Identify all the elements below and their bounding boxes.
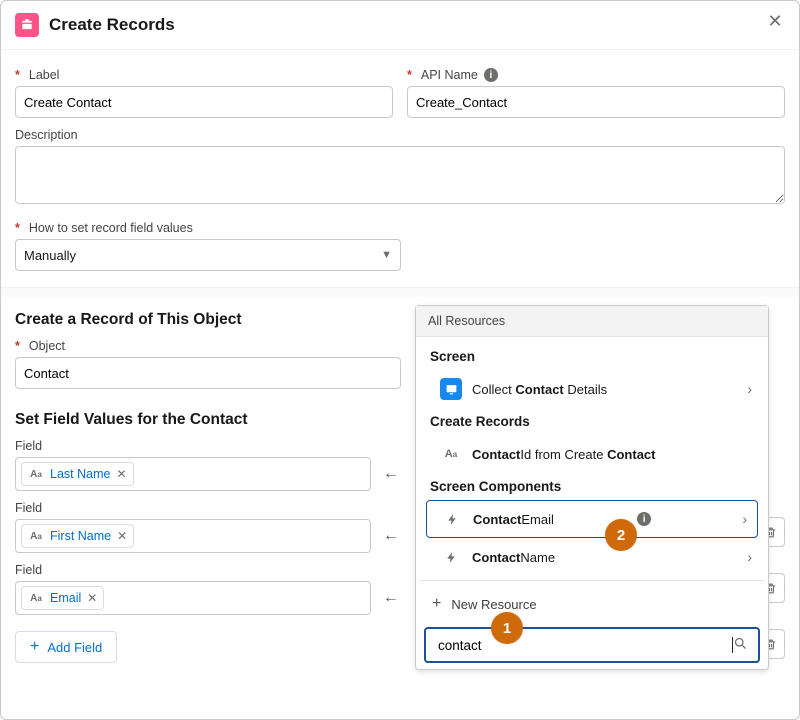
create-records-icon [15, 13, 39, 37]
object-input[interactable] [15, 357, 401, 389]
resource-contact-email[interactable]: ContactEmail i › [426, 500, 758, 538]
description-label: Description [15, 128, 785, 142]
chevron-down-icon: ▼ [381, 249, 392, 261]
how-to-set-select[interactable]: Manually ▼ [15, 239, 401, 271]
label-input[interactable] [15, 86, 393, 118]
group-screen-components: Screen Components [420, 473, 764, 500]
field-input-2[interactable]: Aa Email ✕ [15, 581, 371, 615]
resource-search[interactable] [424, 627, 760, 663]
api-name-label: API Name i [407, 68, 785, 82]
new-resource[interactable]: + New Resource [420, 585, 764, 623]
field-label-0: Field [15, 439, 401, 453]
group-create-records: Create Records [420, 408, 764, 435]
modal-header: Create Records ✕ [1, 1, 799, 50]
text-icon: Aa [440, 443, 462, 465]
resource-contactid[interactable]: Aa ContactId from Create Contact [420, 435, 764, 473]
field-pill-text-1: First Name [50, 529, 111, 543]
resource-text: ContactEmail [473, 512, 554, 527]
field-pill-text-0: Last Name [50, 467, 110, 481]
field-input-1[interactable]: Aa First Name ✕ [15, 519, 371, 553]
new-resource-label: New Resource [451, 597, 536, 612]
callout-badge-1: 1 [491, 612, 523, 644]
search-icon [733, 636, 748, 654]
field-pill-1[interactable]: Aa First Name ✕ [21, 524, 134, 548]
remove-pill-icon[interactable]: ✕ [116, 467, 126, 481]
field-pill-text-2: Email [50, 591, 81, 605]
resource-text: Collect Contact Details [472, 382, 607, 397]
how-to-set-label: How to set record field values [15, 221, 785, 235]
label-label: Label [15, 68, 393, 82]
resource-collect-contact-details[interactable]: Collect Contact Details › [420, 370, 764, 408]
text-icon: Aa [28, 528, 44, 544]
field-label-1: Field [15, 501, 401, 515]
field-input-0[interactable]: Aa Last Name ✕ [15, 457, 371, 491]
description-input[interactable] [15, 146, 785, 204]
plus-icon: + [432, 595, 441, 613]
modal-title: Create Records [49, 15, 175, 35]
resource-contact-name[interactable]: ContactName › [420, 538, 764, 576]
lightning-icon [440, 546, 462, 568]
callout-badge-2: 2 [605, 519, 637, 551]
arrow-left-icon: ← [381, 527, 401, 545]
text-icon: Aa [28, 590, 44, 606]
field-pill-2[interactable]: Aa Email ✕ [21, 586, 104, 610]
field-pill-0[interactable]: Aa Last Name ✕ [21, 462, 134, 486]
field-label-2: Field [15, 563, 401, 577]
group-screen: Screen [420, 343, 764, 370]
info-icon[interactable]: i [637, 512, 651, 526]
api-name-input[interactable] [407, 86, 785, 118]
chevron-right-icon: › [747, 549, 752, 565]
remove-pill-icon[interactable]: ✕ [117, 529, 127, 543]
remove-pill-icon[interactable]: ✕ [87, 591, 97, 605]
resource-popover: All Resources Screen Collect Contact Det… [415, 305, 769, 670]
info-icon[interactable]: i [484, 68, 498, 82]
resource-search-input[interactable] [436, 637, 734, 654]
api-name-label-text: API Name [421, 68, 478, 82]
screen-icon [440, 378, 462, 400]
close-icon[interactable]: ✕ [765, 11, 785, 31]
resource-text: ContactId from Create Contact [472, 447, 655, 462]
arrow-left-icon: ← [381, 465, 401, 483]
lightning-icon [441, 508, 463, 530]
text-icon: Aa [28, 466, 44, 482]
add-field-button[interactable]: + Add Field [15, 631, 117, 663]
add-field-label: Add Field [47, 640, 102, 655]
resource-text: ContactName [472, 550, 555, 565]
popover-header: All Resources [416, 306, 768, 337]
how-to-set-value: Manually [24, 248, 76, 263]
arrow-left-icon: ← [381, 589, 401, 607]
chevron-right-icon: › [747, 381, 752, 397]
chevron-right-icon: › [742, 511, 747, 527]
